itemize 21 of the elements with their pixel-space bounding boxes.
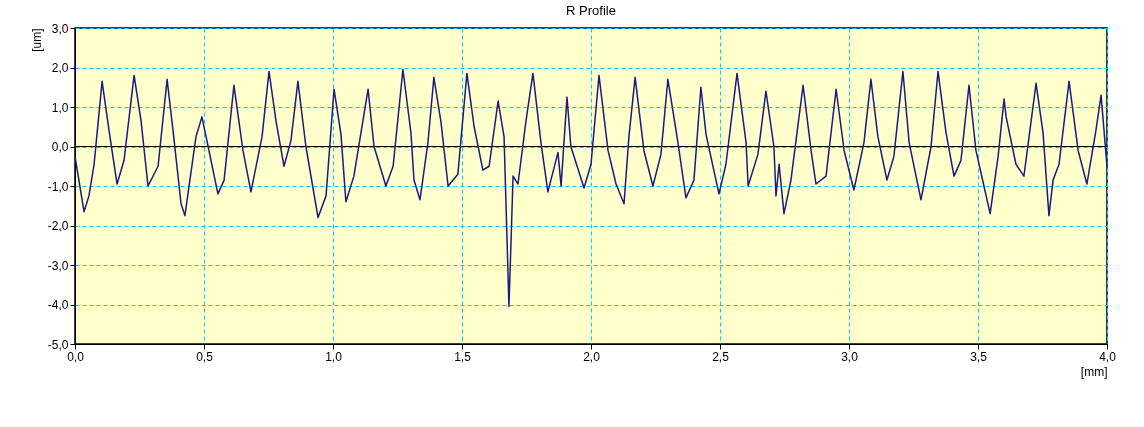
x-tick-label: 4,0 <box>1099 349 1117 364</box>
x-tick-label: 2,0 <box>583 349 601 364</box>
x-tick-label: 1,5 <box>454 349 472 364</box>
y-tick-label: 3,0 <box>51 21 69 36</box>
y-tick-label: -1,0 <box>47 179 69 194</box>
chart-title: R Profile <box>566 3 616 18</box>
x-tick-label: 3,0 <box>841 349 859 364</box>
x-tick-label: 0,0 <box>67 349 85 364</box>
x-tick-label: 3,5 <box>970 349 988 364</box>
y-tick-label: 0,0 <box>51 140 69 154</box>
x-tick-label: 0,5 <box>196 349 214 364</box>
y-tick-label: -3,0 <box>47 258 69 273</box>
y-tick-label: 2,0 <box>51 61 69 75</box>
y-tick-label: -2,0 <box>47 219 69 233</box>
y-axis-title: [um] <box>29 28 44 52</box>
x-tick-label: 1,0 <box>325 349 343 364</box>
y-tick-label: -4,0 <box>47 298 69 312</box>
y-tick-label: 1,0 <box>51 100 69 115</box>
x-axis-title: [mm] <box>1080 364 1108 379</box>
x-tick-label: 2,5 <box>712 349 730 364</box>
y-tick-label: -5,0 <box>47 337 69 352</box>
